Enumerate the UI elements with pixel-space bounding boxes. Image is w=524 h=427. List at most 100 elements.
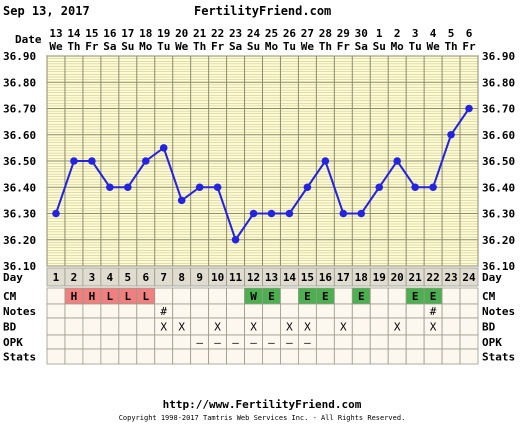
bd-cell <box>369 317 389 336</box>
date-number: 21 <box>193 27 207 40</box>
day-value: 21 <box>409 271 423 284</box>
cm-row-label-right: CM <box>482 290 496 303</box>
cm-value: E <box>358 290 365 303</box>
weekday-label: Th <box>319 40 332 53</box>
bd-value: X <box>394 321 401 334</box>
notes-cell <box>136 303 156 319</box>
weekday-label: Fr <box>337 40 351 53</box>
weekday-label: Sa <box>355 40 368 53</box>
y-tick-left: 36.60 <box>3 129 36 142</box>
date-number: 20 <box>175 27 188 40</box>
temperature-point <box>285 209 294 218</box>
stats-cell <box>441 348 461 365</box>
stats-cell <box>82 348 102 365</box>
stats-row-label-right: Stats <box>482 351 515 364</box>
cm-value: H <box>71 290 78 303</box>
y-tick-left: 36.20 <box>3 234 36 247</box>
opk-value: – <box>250 336 257 349</box>
opk-cell <box>405 334 425 350</box>
day-row-label: Day <box>3 271 23 284</box>
opk-cell <box>154 334 174 350</box>
stats-cell <box>118 348 138 365</box>
temperature-point <box>303 183 312 192</box>
day-value: 4 <box>107 271 114 284</box>
weekday-label: Mo <box>139 40 153 53</box>
stats-cell <box>244 348 263 365</box>
site-title: FertilityFriend.com <box>194 4 331 18</box>
day-value: 9 <box>196 271 203 284</box>
opk-value: – <box>304 336 311 349</box>
temperature-point <box>106 183 114 192</box>
date-number: 1 <box>376 27 383 40</box>
y-tick-left: 36.30 <box>3 208 36 221</box>
opk-cell <box>118 334 138 350</box>
opk-cell <box>64 334 84 350</box>
weekday-label: We <box>49 40 63 53</box>
stats-cell <box>208 348 227 365</box>
temperature-point <box>52 209 60 218</box>
day-value: 12 <box>247 271 260 284</box>
cm-value: E <box>322 290 329 303</box>
date-number: 4 <box>430 27 437 40</box>
opk-cell <box>459 334 479 350</box>
opk-cell <box>136 334 156 350</box>
stats-cell <box>190 348 210 365</box>
date-number: 29 <box>337 27 350 40</box>
opk-cell <box>441 334 461 350</box>
cm-row-label: CM <box>3 290 17 303</box>
stats-cell <box>405 348 425 365</box>
y-tick-right: 36.30 <box>482 208 515 221</box>
day-value: 16 <box>319 271 333 284</box>
opk-cell <box>333 334 353 350</box>
stats-cell <box>172 348 192 365</box>
y-tick-right: 36.10 <box>482 260 515 273</box>
day-value: 8 <box>178 271 185 284</box>
y-tick-right: 36.70 <box>482 103 515 116</box>
temperature-point <box>177 196 186 205</box>
stats-cell <box>100 348 120 365</box>
bd-value: X <box>178 321 185 334</box>
temperature-point <box>159 144 168 152</box>
date-number: 15 <box>85 27 98 40</box>
day-value: 11 <box>229 271 243 284</box>
weekday-label: Sa <box>229 40 242 53</box>
day-value: 6 <box>142 271 149 284</box>
notes-cell <box>100 303 120 319</box>
y-tick-right: 36.90 <box>482 50 515 63</box>
weekday-label: Sa <box>103 40 116 53</box>
notes-row-label-right: Notes <box>482 305 515 318</box>
cm-value: H <box>89 290 96 303</box>
stats-cell <box>315 348 335 365</box>
stats-cell <box>333 348 353 365</box>
date-number: 5 <box>448 27 455 40</box>
opk-value: – <box>286 336 293 349</box>
stats-cell <box>226 348 245 365</box>
notes-cell <box>405 303 425 319</box>
cm-cell <box>46 287 66 305</box>
temperature-point <box>447 130 455 139</box>
bd-cell <box>118 317 138 336</box>
opk-cell <box>351 334 371 350</box>
temperature-point <box>231 235 240 244</box>
notes-cell <box>280 303 299 319</box>
temperature-point <box>88 157 96 165</box>
weekday-label: Th <box>444 40 457 53</box>
weekday-label: Th <box>193 40 206 53</box>
bd-value: X <box>430 321 437 334</box>
cm-cell <box>333 287 353 305</box>
opk-value: – <box>268 336 275 349</box>
stats-cell <box>136 348 156 365</box>
notes-cell <box>226 303 245 319</box>
bd-cell <box>351 317 371 336</box>
notes-cell <box>333 303 353 319</box>
day-value: 2 <box>71 271 78 284</box>
date-number: 24 <box>247 27 261 40</box>
day-value: 15 <box>301 271 314 284</box>
bd-value: X <box>286 321 293 334</box>
opk-cell <box>369 334 389 350</box>
cm-cell <box>208 287 227 305</box>
stats-cell <box>298 348 317 365</box>
stats-cell <box>154 348 174 365</box>
day-row-label-right: Day <box>482 271 502 284</box>
stats-cell <box>262 348 281 365</box>
